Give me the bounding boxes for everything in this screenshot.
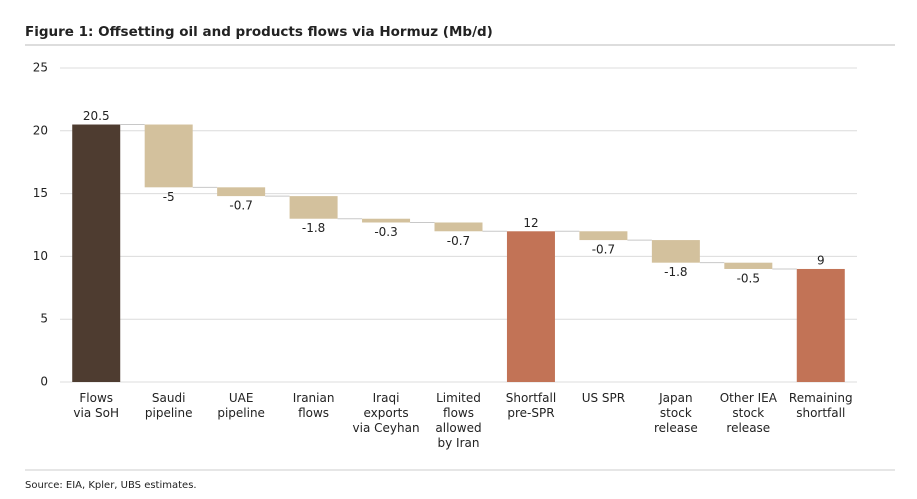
value-label: -0.7 xyxy=(229,199,252,213)
value-label: -1.8 xyxy=(664,265,687,279)
y-tick-label: 25 xyxy=(33,61,48,75)
x-tick-line: Flows xyxy=(79,391,113,405)
bar xyxy=(362,218,411,223)
value-label: 20.5 xyxy=(83,109,110,123)
x-tick-label: Shortfall pre-SPR xyxy=(506,391,556,420)
chart-title: Figure 1: Offsetting oil and products fl… xyxy=(25,24,493,40)
y-tick-label: 20 xyxy=(33,123,48,137)
x-tick-line: stock xyxy=(732,406,764,420)
x-tick-line: Other IEA xyxy=(720,391,778,405)
x-tick-line: Japan xyxy=(658,391,692,405)
x-tick-line: stock xyxy=(660,406,692,420)
x-tick-label: US SPR xyxy=(582,391,625,405)
x-tick-label: Limited flows allowed by Iran xyxy=(435,391,481,450)
x-tick-line: flows xyxy=(443,406,474,420)
value-label: -0.3 xyxy=(374,225,397,239)
x-tick-line: via SoH xyxy=(73,406,119,420)
x-tick-line: Saudi xyxy=(152,391,186,405)
x-tick-line: pipeline xyxy=(145,406,193,420)
x-tick-label: Japan stock release xyxy=(654,391,698,435)
x-tick-line: by Iran xyxy=(438,436,480,450)
bar xyxy=(72,124,121,383)
y-tick-label: 15 xyxy=(33,186,48,200)
value-label: -0.5 xyxy=(737,271,760,285)
x-tick-label: Iraqi exports via Ceyhan xyxy=(353,391,420,435)
x-tick-line: via Ceyhan xyxy=(353,421,420,435)
x-tick-line: shortfall xyxy=(796,406,845,420)
y-tick-label: 10 xyxy=(33,249,48,263)
x-tick-line: pre-SPR xyxy=(507,406,554,420)
value-label: 9 xyxy=(817,253,825,267)
x-tick-line: flows xyxy=(298,406,329,420)
x-tick-label: Other IEA stock release xyxy=(720,391,778,435)
x-tick-line: pipeline xyxy=(217,406,265,420)
value-label: -0.7 xyxy=(447,234,470,248)
x-tick-label: Flows via SoH xyxy=(73,391,119,420)
x-tick-line: exports xyxy=(363,406,408,420)
bar xyxy=(724,262,773,269)
value-label: 12 xyxy=(523,216,538,230)
x-tick-line: Limited xyxy=(436,391,481,405)
bar xyxy=(651,240,700,263)
bar xyxy=(217,187,266,197)
x-tick-label: Saudi pipeline xyxy=(145,391,193,420)
x-tick-line: release xyxy=(726,421,770,435)
bar xyxy=(144,124,193,188)
x-tick-line: release xyxy=(654,421,698,435)
x-tick-line: allowed xyxy=(435,421,481,435)
x-tick-line: Shortfall xyxy=(506,391,556,405)
x-tick-label: Remaining shortfall xyxy=(789,391,853,420)
bar xyxy=(434,222,483,232)
x-tick-line: Remaining xyxy=(789,391,853,405)
value-label: -0.7 xyxy=(592,243,615,257)
x-tick-line: UAE xyxy=(229,391,254,405)
x-tick-label: UAE pipeline xyxy=(217,391,265,420)
value-label: -5 xyxy=(163,190,175,204)
x-tick-label: Iranian flows xyxy=(293,391,335,420)
y-tick-label: 0 xyxy=(40,375,48,389)
x-tick-line: Iraqi xyxy=(373,391,400,405)
y-tick-label: 5 xyxy=(40,312,48,326)
bar xyxy=(289,196,338,219)
bar xyxy=(796,268,845,382)
x-tick-line: Iranian xyxy=(293,391,335,405)
bar xyxy=(579,231,628,241)
value-label: -1.8 xyxy=(302,221,325,235)
x-tick-line: US SPR xyxy=(582,391,625,405)
bar xyxy=(506,231,555,382)
source: Source: EIA, Kpler, UBS estimates. xyxy=(25,480,197,491)
